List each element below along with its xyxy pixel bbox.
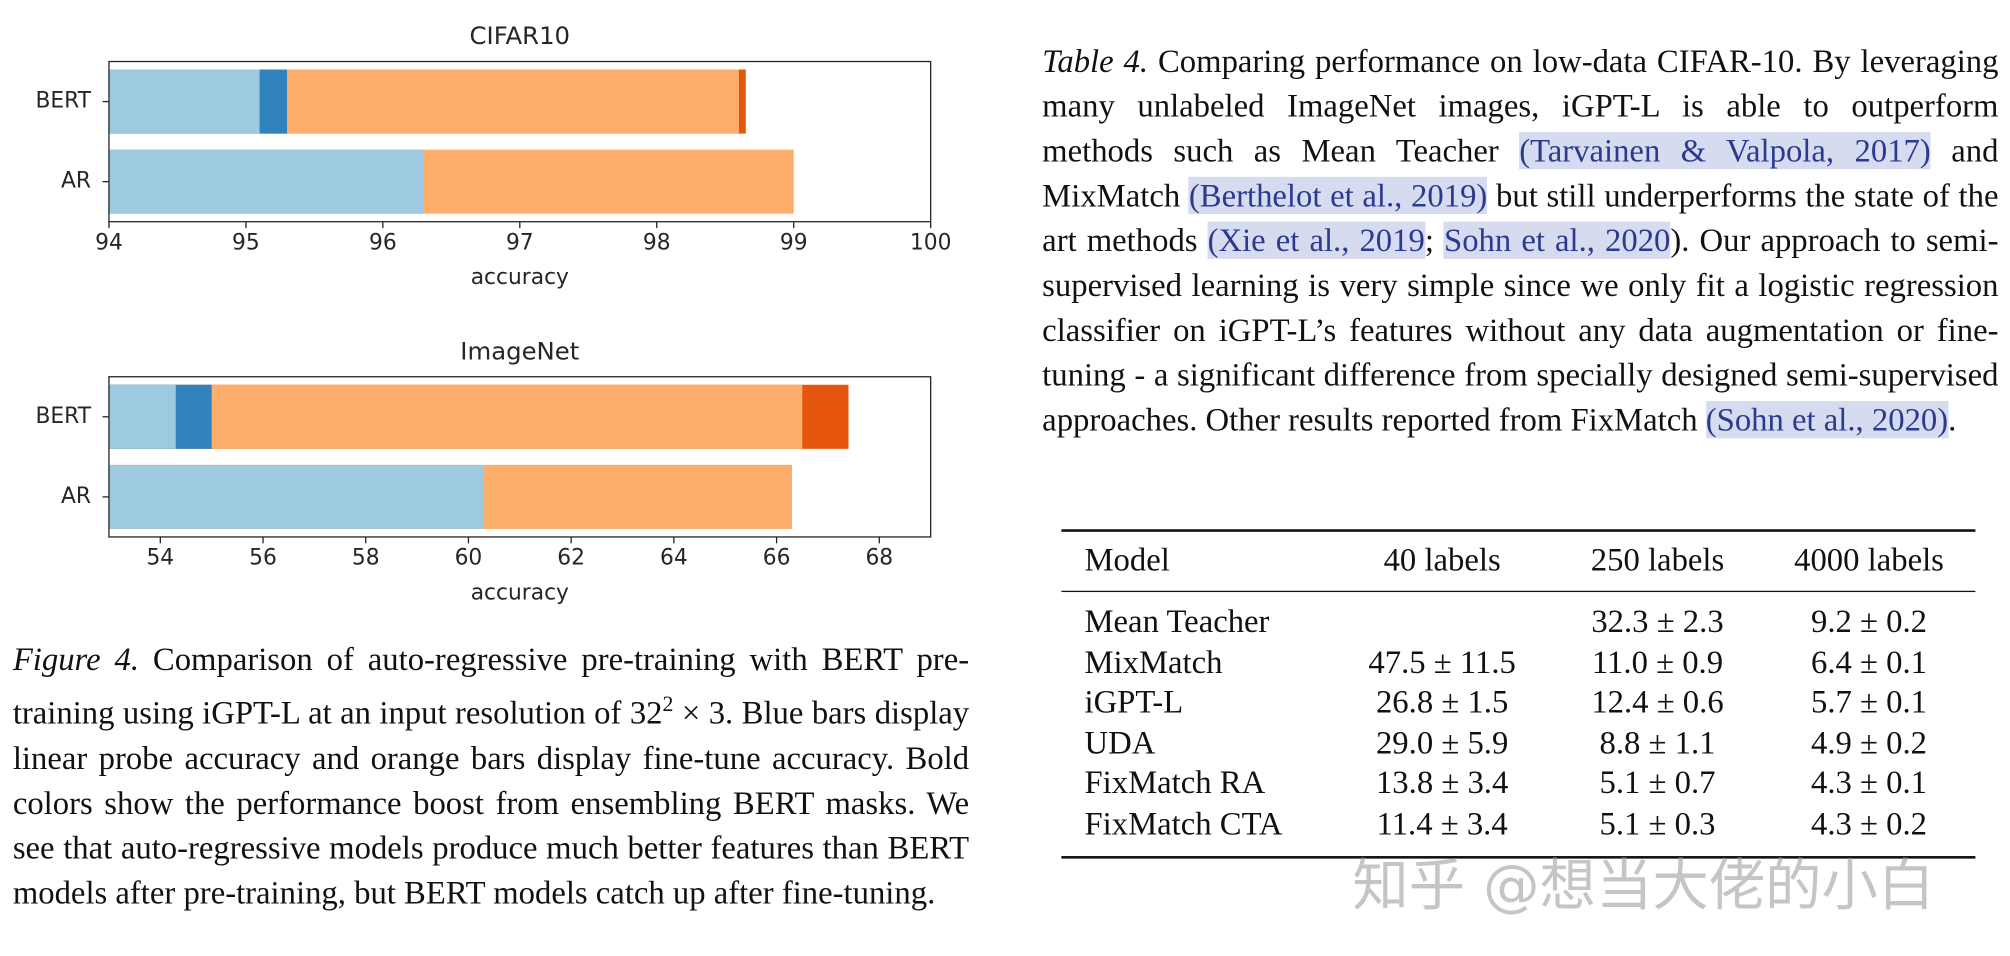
x-tick-label: 62 [557,546,585,571]
x-tick-label: 94 [95,230,123,255]
y-tick-label: BERT [35,404,91,429]
table-cell: MixMatch [1084,642,1223,680]
caption-label: Table 4. [1042,42,1149,80]
x-tick-label: 99 [780,230,808,255]
watermark: 知乎 @想当大佬的小白 [1352,853,1935,919]
table-cell: 4.3 ± 0.1 [1811,764,1928,802]
chart-title: CIFAR10 [470,21,571,50]
bottom-rule [1061,856,1976,859]
table-cell: 4.9 ± 0.2 [1811,723,1928,761]
caption-text: . [1948,401,1957,439]
header-cell: 40 labels [1383,540,1501,578]
x-axis-label: accuracy [471,580,569,605]
table-cell: 26.8 ± 1.5 [1375,683,1509,721]
y-tick-label: BERT [35,89,91,114]
bar [108,464,484,529]
x-tick-label: 60 [455,546,483,571]
x-tick-label: 95 [232,230,260,255]
table-cell: 12.4 ± 0.6 [1591,683,1724,721]
header-cell: 250 labels [1590,540,1725,578]
citation[interactable]: (Tarvainen & Valpola, 2017) [1519,131,1931,170]
table-cell: 13.8 ± 3.4 [1375,764,1509,802]
citation[interactable]: (Xie et al., 2019 [1207,221,1425,259]
table-cell: 6.4 ± 0.1 [1811,642,1928,680]
y-tick-label: AR [61,169,91,194]
x-axis-label: accuracy [471,265,569,290]
caption-text: ). Our approach to semi-supervised learn… [1042,221,1999,439]
mid-rule [1061,590,1976,593]
table-cell: 9.2 ± 0.2 [1811,602,1928,640]
caption-text: ; [1424,221,1445,259]
table: Model 40 labels 250 labels 4000 labels Mean … [1061,529,1976,859]
x-tick-label: 98 [643,230,671,255]
x-tick-label: 100 [910,230,952,255]
x-tick-label: 96 [369,230,397,255]
table-cell: FixMatch RA [1084,764,1266,802]
table-cell: 5.7 ± 0.1 [1811,683,1928,721]
y-tick-label: AR [61,484,91,509]
table-cell: 11.4 ± 3.4 [1376,804,1508,842]
x-tick-label: 64 [660,546,688,571]
x-tick-label: 66 [763,546,791,571]
table-cell: FixMatch CTA [1084,804,1283,842]
x-tick-label: 97 [506,230,534,255]
table-cell: UDA [1084,723,1156,761]
figure-caption: Figure 4. Comparison of auto-regressive … [13,637,969,914]
citation[interactable]: (Berthelot et al., 2019) [1188,176,1488,215]
table-caption: Table 4. Comparing performance on low-da… [1042,38,1998,442]
table-cell: Mean Teacher [1084,602,1270,640]
caption-text: × 3. Blue bars display linear probe accu… [12,693,970,911]
header-cell: Model [1084,540,1170,578]
table-cell: 8.8 ± 1.1 [1599,723,1716,761]
citation[interactable]: Sohn et al., 2020 [1444,221,1671,259]
bar [108,69,260,134]
caption-text: Comparing performance on low-data CIFAR-… [1042,42,1999,170]
caption-text: and MixMatch [1042,131,1999,215]
x-tick-label: 56 [249,546,277,571]
table-cell: 5.1 ± 0.7 [1599,764,1716,802]
figure: CIFAR10 BERT AR 94 95 96 97 98 99 100 accuracy Imag… [35,21,952,605]
caption-label: Figure 4. [12,640,140,678]
x-tick-label: 68 [865,546,893,571]
citation[interactable]: (Sohn et al., 2020) [1705,401,1949,439]
plot-frame [108,376,932,538]
chart-title: ImageNet [460,336,579,365]
table-cell: 32.3 ± 2.3 [1591,602,1724,640]
x-tick-label: 54 [146,546,174,571]
table-cell: 47.5 ± 11.5 [1368,642,1516,680]
table-cell: 5.1 ± 0.3 [1599,804,1716,842]
bar [108,384,176,449]
table-cell: 4.3 ± 0.2 [1811,804,1928,842]
table-cell: iGPT-L [1084,683,1184,721]
caption-text: Comparison of auto-regressive pre-traini… [12,640,970,732]
x-tick-label: 58 [352,546,380,571]
caption-text: but still underperforms the state of the… [1042,176,1999,259]
top-rule [1061,529,1976,532]
bar [108,149,424,214]
table-cell: 29.0 ± 5.9 [1375,723,1509,761]
table-cell: 11.0 ± 0.9 [1591,642,1724,680]
header-cell: 4000 labels [1794,540,1944,578]
superscript: 2 [662,692,674,717]
bar [108,384,803,449]
